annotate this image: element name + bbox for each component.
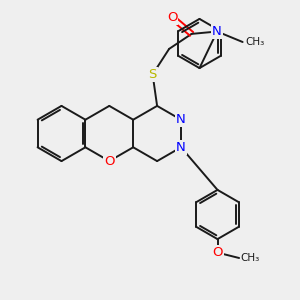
Text: N: N [212,25,222,38]
Text: O: O [104,154,115,168]
Text: CH₃: CH₃ [241,253,260,263]
Text: N: N [176,113,186,126]
Text: O: O [212,246,223,259]
Text: O: O [167,11,177,24]
Text: S: S [148,68,157,81]
Text: N: N [176,141,186,154]
Text: CH₃: CH₃ [245,37,264,47]
